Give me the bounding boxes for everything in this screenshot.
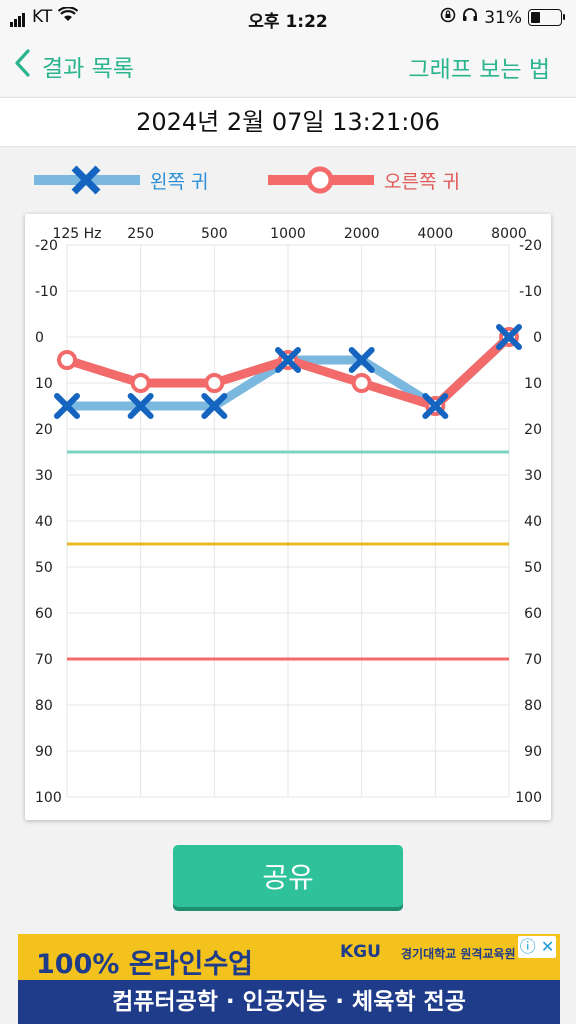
- y-tick-label-right: 100: [515, 790, 542, 806]
- y-tick-label-left: 70: [35, 652, 53, 668]
- y-tick-label-left: 100: [35, 790, 62, 806]
- y-tick-label-right: 10: [524, 376, 542, 392]
- legend: 왼쪽 귀 오른쪽 귀: [0, 160, 576, 204]
- ad-info-close-icon[interactable]: ⓘ ✕: [518, 936, 556, 958]
- battery-percent: 31%: [484, 7, 522, 28]
- y-tick-label-left: 80: [35, 698, 53, 714]
- carrier-label: KT: [32, 7, 53, 27]
- orientation-lock-icon: [440, 7, 456, 28]
- x-tick-label: 125 Hz: [52, 226, 101, 242]
- y-tick-label-left: -10: [35, 284, 58, 300]
- x-tick-label: 500: [201, 226, 228, 242]
- left-ear-point: [275, 347, 301, 373]
- wifi-icon: [57, 6, 79, 27]
- legend-right-ear: 오른쪽 귀: [266, 160, 460, 200]
- audiogram-chart-card: 125 Hz 250 500 1000 2000 4000 8000 -20 -20 -10 -10…: [25, 214, 551, 820]
- battery-icon: [528, 9, 565, 26]
- legend-right-ear-label: 오른쪽 귀: [384, 170, 460, 193]
- right-ear-point: [351, 373, 372, 393]
- status-bar: KT 오후 1:22 31%: [0, 0, 576, 34]
- x-tick-label: 4000: [418, 226, 454, 242]
- ad-brand-name: 경기대학교 원격교육원: [401, 947, 516, 961]
- y-tick-label-right: 0: [533, 330, 542, 346]
- y-tick-label-right: 60: [524, 606, 542, 622]
- y-tick-label-left: 40: [35, 514, 53, 530]
- legend-left-ear-label: 왼쪽 귀: [150, 170, 209, 193]
- right-ear-point: [204, 373, 225, 393]
- y-tick-label-right: 80: [524, 698, 542, 714]
- y-tick-label-left: 60: [35, 606, 53, 622]
- how-to-read-graph-button[interactable]: 그래프 보는 법: [408, 57, 550, 83]
- y-tick-label-right: 20: [524, 422, 542, 438]
- x-tick-label: 1000: [270, 226, 306, 242]
- y-tick-label-right: 70: [524, 652, 542, 668]
- legend-left-ear: 왼쪽 귀: [32, 160, 208, 200]
- status-time: 오후 1:22: [248, 12, 328, 32]
- left-ear-point: [422, 393, 449, 419]
- signal-icon: [10, 7, 26, 27]
- left-ear-point: [201, 393, 228, 419]
- y-tick-label-left: 10: [35, 376, 53, 392]
- back-label: 결과 목록: [42, 56, 134, 82]
- ad-subheadline: 컴퓨터공학 · 인공지능 · 체육학 전공: [18, 980, 560, 1024]
- x-tick-label: 8000: [491, 226, 527, 242]
- y-tick-label-left: 0: [35, 330, 44, 346]
- legend-left-ear-marker: [34, 165, 140, 195]
- ad-brand-logo: KGU: [340, 942, 381, 962]
- left-ear-point: [496, 324, 522, 350]
- back-button[interactable]: 결과 목록: [12, 48, 134, 84]
- y-tick-label-right: 30: [524, 468, 542, 484]
- left-ear-point: [54, 393, 80, 419]
- right-ear-point: [130, 373, 151, 393]
- ad-headline: 100% 온라인수업: [36, 949, 254, 980]
- left-ear-point: [348, 347, 375, 373]
- y-tick-label-left: 20: [35, 422, 53, 438]
- y-tick-label-right: 50: [524, 560, 542, 576]
- legend-right-ear-marker: [268, 166, 374, 194]
- y-tick-label-left: 90: [35, 744, 53, 760]
- test-date: 2024년 2월 07일 13:21:06: [0, 97, 576, 147]
- share-button[interactable]: 공유: [173, 845, 403, 907]
- y-tick-label-right: 90: [524, 744, 542, 760]
- x-tick-label: 250: [127, 226, 154, 242]
- y-tick-label-right: -10: [519, 284, 542, 300]
- y-tick-label-left: 50: [35, 560, 53, 576]
- y-tick-label-left: 30: [35, 468, 53, 484]
- right-ear-point: [57, 350, 77, 370]
- x-tick-label: 2000: [344, 226, 380, 242]
- navigation-bar: 결과 목록 그래프 보는 법: [0, 34, 576, 96]
- y-tick-label-right: 40: [524, 514, 542, 530]
- headphones-icon: [462, 7, 478, 28]
- y-tick-label-left: -20: [35, 238, 58, 254]
- chevron-left-icon: [12, 48, 34, 84]
- ad-banner[interactable]: 100% 온라인수업 KGU 경기대학교 원격교육원 컴퓨터공학 · 인공지능 …: [18, 934, 560, 1024]
- left-ear-point: [127, 393, 154, 419]
- y-tick-label-right: -20: [519, 238, 542, 254]
- audiogram-chart: 125 Hz 250 500 1000 2000 4000 8000-20 -20-10 -10…: [35, 226, 542, 806]
